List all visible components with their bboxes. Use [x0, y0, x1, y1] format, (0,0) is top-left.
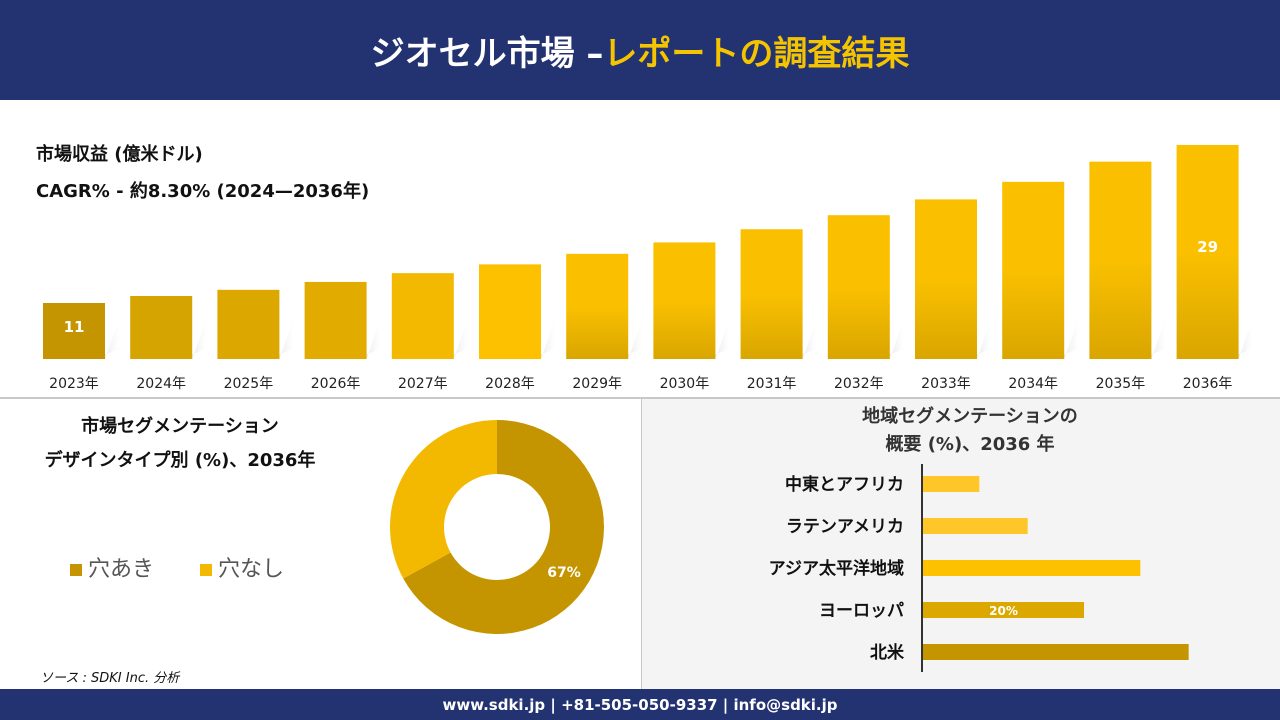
- region-bar: [923, 518, 1028, 534]
- x-tick-label: 2033年: [921, 376, 971, 392]
- segment-title-line1: 市場セグメンテーション: [81, 416, 279, 437]
- revenue-bar: [566, 253, 629, 359]
- donut-slice: [390, 420, 497, 579]
- revenue-bar: [43, 303, 105, 359]
- revenue-bar: [391, 273, 454, 359]
- x-tick-label: 2031年: [747, 376, 797, 392]
- legend-label: 穴あき: [88, 557, 155, 582]
- region-bar: [923, 644, 1189, 660]
- y-tick-label: アジア太平洋地域: [769, 558, 904, 579]
- bar-shadow: [180, 319, 207, 359]
- bar-shadow: [354, 319, 381, 359]
- bar-shadow: [1052, 319, 1079, 359]
- legend-item: 穴なし: [200, 551, 284, 583]
- donut-legend: 穴あき 穴なし: [70, 551, 284, 583]
- title-part2: レポートの調査結果: [603, 33, 910, 74]
- bar-shadow: [965, 319, 991, 359]
- bar-shadow: [703, 319, 730, 359]
- segment-title: 市場セグメンテーション デザインタイプ別 (%)、2036年: [0, 410, 360, 478]
- bar-shadow: [93, 319, 119, 359]
- region-title-line2: 概要 (%)、2036 年: [885, 434, 1055, 455]
- revenue-bar: [130, 295, 193, 359]
- x-tick-label: 2025年: [224, 376, 274, 392]
- revenue-bar: [479, 264, 541, 359]
- title-part1: ジオセル市場 –: [370, 33, 604, 74]
- revenue-bar: [915, 199, 977, 359]
- segment-title-line2: デザインタイプ別 (%)、2036年: [44, 450, 316, 471]
- donut-slice: [403, 420, 604, 634]
- legend-item: 穴あき: [70, 551, 154, 583]
- x-tick-label: 2026年: [311, 376, 361, 392]
- design-type-donut-chart: 67%: [390, 420, 604, 634]
- source-note: ソース : SDKI Inc. 分析: [40, 671, 180, 686]
- x-tick-label: 2034年: [1008, 376, 1058, 392]
- x-tick-label: 2030年: [660, 376, 710, 392]
- x-tick-label: 2032年: [834, 376, 884, 392]
- x-tick-label: 2024年: [136, 376, 186, 392]
- bar-shadow: [529, 319, 555, 359]
- bar-shadow: [441, 319, 468, 359]
- y-tick-label: 北米: [870, 642, 905, 663]
- revenue-bar: [827, 215, 890, 359]
- data-label: 20%: [989, 604, 1018, 618]
- region-title: 地域セグメンテーションの 概要 (%)、2036 年: [780, 403, 1160, 459]
- legend-label: 穴なし: [218, 557, 285, 582]
- region-bar: [923, 602, 1084, 618]
- region-panel: [641, 399, 1280, 689]
- revenue-bar: [217, 289, 280, 359]
- y-tick-label: ラテンアメリカ: [786, 517, 904, 537]
- revenue-cagr: CAGR% - 約8.30% (2024—2036年): [36, 181, 370, 202]
- bar-shadow: [1139, 319, 1166, 359]
- revenue-bar: [1089, 161, 1152, 359]
- x-tick-label: 2036年: [1183, 376, 1233, 392]
- region-bar: [923, 560, 1141, 576]
- x-tick-label: 2027年: [398, 376, 448, 392]
- region-title-line1: 地域セグメンテーションの: [862, 406, 1078, 427]
- revenue-bar: [740, 229, 803, 359]
- x-tick-label: 2023年: [49, 376, 99, 392]
- x-tick-label: 2029年: [572, 376, 622, 392]
- footer-contact: www.sdki.jp | +81-505-050-9337 | info@sd…: [0, 689, 1280, 720]
- bar-shadow: [877, 319, 904, 359]
- y-tick-label: ヨーロッパ: [819, 601, 904, 621]
- data-label: 67%: [547, 565, 581, 581]
- bar-shadow: [616, 319, 643, 359]
- revenue-bar: [304, 281, 367, 359]
- region-bar: [923, 476, 980, 492]
- header-banner: ジオセル市場 – レポートの調査結果: [0, 0, 1280, 100]
- bar-shadow: [267, 319, 294, 359]
- revenue-bar-chart: 2023年 11 2024年 2025年 2026年 2027年 2028年 2029年 203…: [43, 144, 1253, 392]
- x-tick-label: 2028年: [485, 376, 535, 392]
- revenue-bar: [1002, 181, 1065, 359]
- data-label: 29: [1197, 238, 1218, 256]
- bar-shadow: [790, 319, 817, 359]
- section-divider: [0, 397, 1280, 399]
- x-tick-label: 2035年: [1096, 376, 1146, 392]
- bar-shadow: [1226, 319, 1253, 359]
- data-label: 11: [64, 318, 85, 336]
- y-tick-label: 中東とアフリカ: [785, 474, 904, 495]
- revenue-bar: [653, 242, 716, 359]
- revenue-title: 市場収益 (億米ドル): [36, 144, 203, 165]
- revenue-bar: [1176, 144, 1239, 359]
